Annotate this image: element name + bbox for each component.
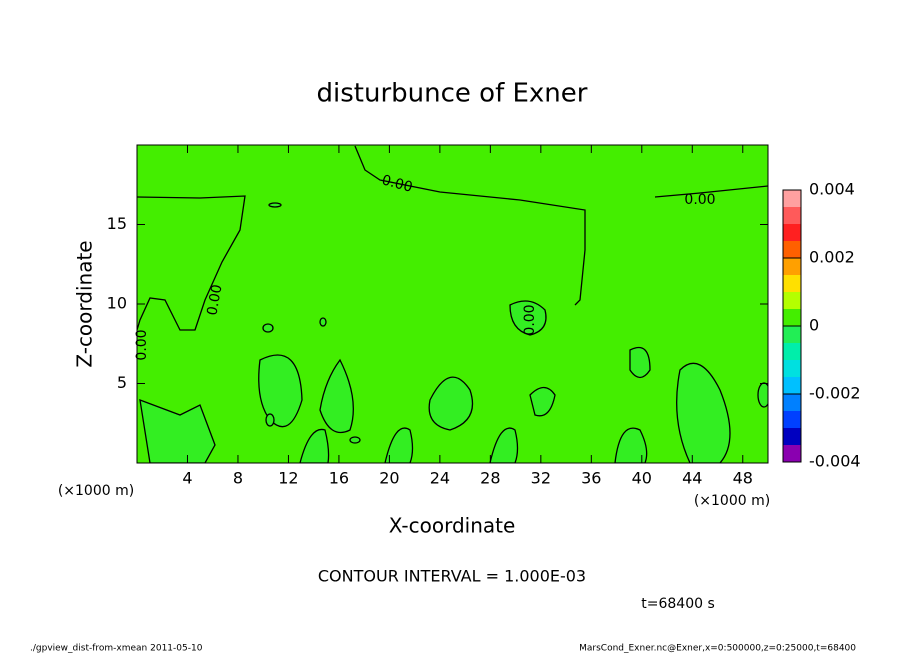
colorbar-band <box>783 258 801 275</box>
colorbar-tick-label: -0.004 <box>809 452 861 471</box>
contour-field <box>137 145 768 463</box>
footer-left: ./gpview_dist-from-xmean 2011-05-10 <box>30 644 203 654</box>
x-unit: (×1000 m) <box>694 493 770 509</box>
contour-label: 0.00 <box>522 304 538 335</box>
colorbar-band <box>783 190 801 207</box>
footer-right: MarsCond_Exner.nc@Exner,x=0:500000,z=0:2… <box>579 644 856 654</box>
x-tick-label: 24 <box>430 469 450 488</box>
colorbar-band <box>783 241 801 258</box>
y-tick-label: 5 <box>117 373 127 392</box>
contour-label: 0.00 <box>204 283 225 316</box>
colorbar-band <box>783 377 801 394</box>
x-tick-label: 28 <box>480 469 500 488</box>
colorbar-band <box>783 275 801 292</box>
colorbar-band <box>783 224 801 241</box>
colorbar-tick-label: -0.002 <box>809 384 861 403</box>
x-tick-label: 12 <box>278 469 298 488</box>
x-tick-label: 40 <box>632 469 652 488</box>
colorbar-band <box>783 411 801 428</box>
colorbar-band <box>783 360 801 377</box>
chart-title: disturbunce of Exner <box>317 79 588 109</box>
x-tick-label: 20 <box>379 469 399 488</box>
contour-label: 0.00 <box>684 192 715 208</box>
colorbar-band <box>783 309 801 326</box>
colorbar-band <box>783 343 801 360</box>
colorbar-band <box>783 207 801 224</box>
y-unit: (×1000 m) <box>58 483 134 499</box>
x-tick-label: 32 <box>531 469 551 488</box>
colorbar-tick-label: 0.002 <box>809 248 855 267</box>
colorbar-band <box>783 326 801 343</box>
y-tick-label: 15 <box>107 214 127 233</box>
time-label: t=68400 s <box>641 596 715 612</box>
contour-label: 0.00 <box>134 329 150 360</box>
contour-labels: 0.00 0.00 0.00 0.00 0.00 <box>134 172 716 360</box>
colorbar-band <box>783 428 801 445</box>
contour-label: 0.00 <box>380 172 414 196</box>
x-tick-label: 44 <box>682 469 702 488</box>
colorbar-tick-label: 0 <box>809 316 819 335</box>
x-axis-label: X-coordinate <box>389 514 516 538</box>
x-tick-label: 36 <box>581 469 601 488</box>
y-tick-label: 10 <box>107 294 127 313</box>
x-tick-label: 48 <box>733 469 753 488</box>
contour-interval: CONTOUR INTERVAL = 1.000E-03 <box>318 567 586 586</box>
colorbar-band <box>783 445 801 462</box>
x-tick-label: 8 <box>233 469 243 488</box>
y-axis-label: Z-coordinate <box>73 240 97 367</box>
colorbar-band <box>783 394 801 411</box>
colorbar-tick-label: 0.004 <box>809 180 855 199</box>
colorbar-band <box>783 292 801 309</box>
x-tick-label: 4 <box>182 469 192 488</box>
x-tick-label: 16 <box>329 469 349 488</box>
